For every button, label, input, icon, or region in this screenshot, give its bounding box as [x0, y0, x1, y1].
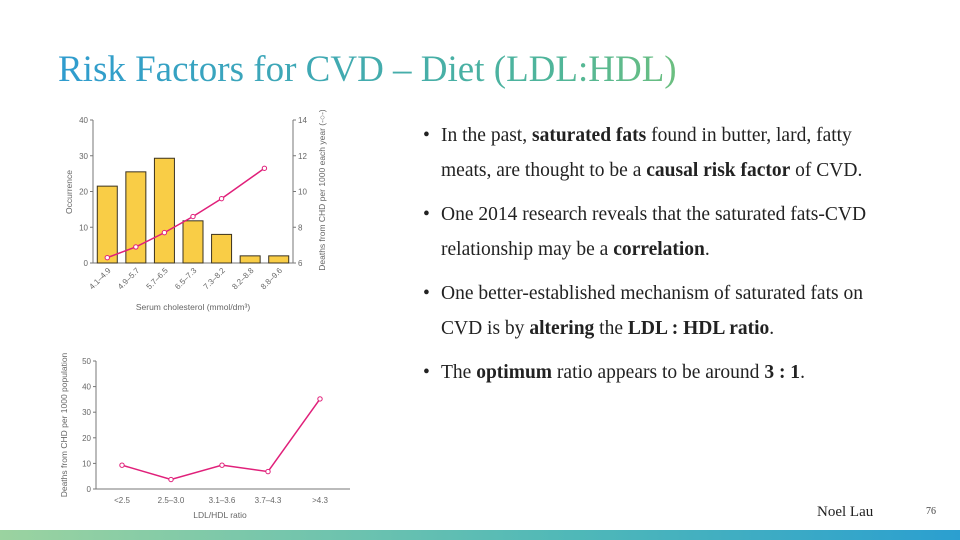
bullet-item: In the past, saturated fats found in but… [423, 118, 905, 188]
y-axis-label: Deaths from CHD per 1000 population [59, 352, 69, 497]
y-tick-label: 30 [82, 408, 91, 417]
bullet-list: In the past, saturated fats found in but… [423, 118, 905, 399]
bullet-text: altering [529, 318, 595, 339]
y2-tick-label: 8 [298, 223, 303, 232]
y-tick-label: 30 [79, 152, 88, 161]
bullet-text: found in butter, lard, fatty meats, are … [441, 125, 852, 181]
x-tick-label: 4.9–5.7 [116, 266, 142, 292]
x-tick-label: 7.3–8.2 [202, 266, 228, 292]
bullet-text: . [800, 362, 805, 383]
bullet-item: One 2014 research reveals that the satur… [423, 197, 905, 267]
cholesterol-bar-chart: 0 10 20 30 40 6 8 10 12 14 4.1–4.9 4.9–5.7 5.7–6.5 6.… [64, 110, 327, 312]
bullet-text: One 2014 research reveals that the satur… [441, 204, 867, 260]
deaths-point [161, 229, 168, 236]
y-tick-label: 20 [82, 434, 91, 443]
bullet-text: of CVD. [790, 160, 863, 181]
x-tick-label: 8.8–9.6 [259, 266, 285, 292]
bar [239, 255, 261, 264]
bullet-item: The optimum ratio appears to be around 3… [423, 355, 905, 390]
bullet-text: In the past, [441, 125, 532, 146]
x-tick-label: <2.5 [114, 496, 130, 505]
bullet-text: The [441, 362, 477, 383]
y2-tick-label: 10 [298, 188, 307, 197]
deaths-point [119, 462, 125, 468]
x-tick-label: 5.7–6.5 [145, 266, 171, 292]
slide-title: Risk Factors for CVD – Diet (LDL:HDL) [58, 49, 677, 90]
ldl-hdl-line-chart: 0 10 20 30 40 50 <2.5 2.5–3.0 3.1–3.6 3.7–4.3 >4.3… [59, 352, 350, 520]
bar [182, 220, 204, 264]
y-tick-label: 0 [84, 259, 89, 268]
y2-axis-label: Deaths from CHD per 1000 each year (-○-) [317, 110, 327, 271]
x-axis-label: Serum cholesterol (mmol/dm³) [136, 302, 250, 312]
bullet-text: ratio appears to be around [552, 362, 765, 383]
bar [211, 233, 233, 264]
y-tick-label: 10 [82, 459, 91, 468]
bar [268, 255, 290, 264]
deaths-point [104, 254, 110, 261]
y-tick-label: 50 [82, 357, 91, 366]
bullet-text: One better-established mechanism of satu… [441, 283, 863, 339]
footer-gradient-bar [0, 530, 960, 540]
page-number: 76 [926, 506, 936, 517]
y-tick-label: 40 [79, 116, 88, 125]
bullet-text: . [769, 318, 775, 339]
deaths-point [218, 195, 225, 202]
y2-tick-label: 6 [298, 259, 303, 268]
x-tick-label: 4.1–4.9 [87, 266, 113, 292]
deaths-point [219, 462, 225, 468]
y-axis-label: Occurrence [64, 170, 74, 214]
x-tick-label: 8.2–8.8 [230, 266, 256, 292]
bar [153, 157, 175, 264]
deaths-point [190, 213, 196, 220]
deaths-line [107, 167, 265, 259]
y-tick-label: 0 [87, 485, 92, 494]
x-tick-label: 3.7–4.3 [255, 496, 282, 505]
bullet-text: causal risk factor [646, 160, 791, 181]
x-axis-label: LDL/HDL ratio [193, 510, 247, 520]
bar [96, 185, 118, 264]
x-tick-label: 3.1–3.6 [209, 496, 236, 505]
x-tick-label: 2.5–3.0 [158, 496, 185, 505]
bullet-text: optimum [476, 362, 553, 383]
deaths-point [168, 476, 174, 483]
bullet-text: 3 : 1 [764, 362, 801, 383]
bullet-text: saturated fats [531, 125, 647, 146]
bullet-text: . [704, 239, 710, 260]
deaths-point [133, 244, 139, 250]
y-tick-label: 40 [82, 383, 91, 392]
y2-tick-label: 12 [298, 152, 307, 161]
y2-tick-label: 14 [298, 116, 307, 125]
bullet-text: LDL : HDL ratio [627, 318, 770, 339]
deaths-point [261, 165, 268, 171]
x-tick-label: 6.5–7.3 [173, 266, 199, 292]
bar [125, 171, 147, 264]
bullet-item: One better-established mechanism of satu… [423, 276, 905, 346]
bullet-text: the [594, 318, 628, 339]
deaths-point [265, 468, 271, 475]
author-name: Noel Lau [817, 504, 874, 520]
bullet-text: correlation [613, 239, 705, 260]
x-tick-label: >4.3 [312, 496, 328, 505]
deaths-point [317, 396, 323, 402]
y-tick-label: 10 [79, 223, 88, 232]
y-tick-label: 20 [79, 188, 88, 197]
